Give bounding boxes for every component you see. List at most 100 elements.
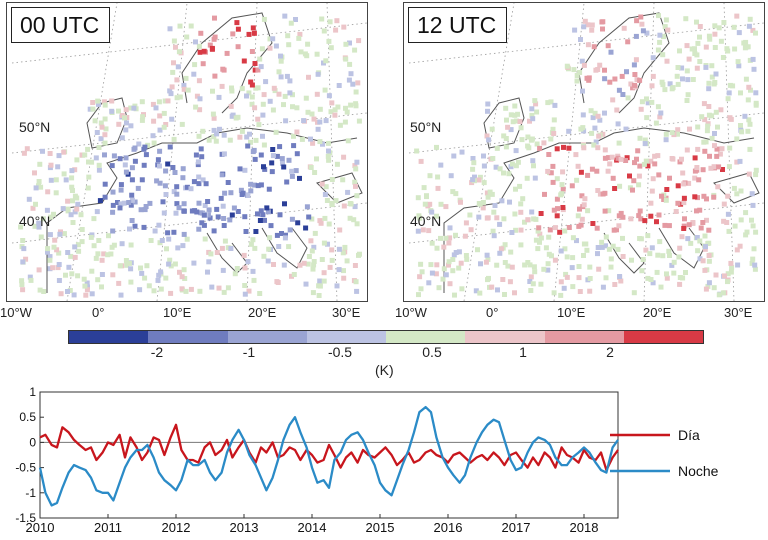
station-square: [662, 222, 668, 228]
station-square: [206, 207, 212, 213]
station-square: [189, 208, 195, 214]
station-square: [277, 212, 283, 218]
station-square: [316, 293, 322, 298]
station-square: [321, 270, 327, 276]
station-square: [184, 184, 190, 190]
station-square: [746, 171, 752, 177]
station-square: [560, 186, 566, 192]
station-square: [577, 289, 583, 294]
station-square: [655, 153, 661, 159]
station-square: [168, 290, 174, 296]
station-square: [658, 110, 664, 116]
graticule-line: [11, 22, 367, 64]
station-square: [706, 258, 712, 264]
station-square: [637, 236, 643, 241]
station-square: [569, 183, 575, 189]
station-square: [249, 94, 255, 100]
station-square: [225, 285, 231, 291]
station-square: [332, 112, 338, 118]
station-square: [435, 174, 441, 180]
station-square: [308, 136, 313, 142]
station-square: [128, 123, 134, 129]
station-square: [464, 256, 470, 262]
station-square: [441, 244, 447, 250]
station-square: [344, 258, 350, 264]
station-square: [241, 58, 247, 64]
station-square: [45, 249, 50, 255]
station-square: [145, 142, 151, 148]
station-square: [749, 217, 754, 223]
station-square: [37, 287, 43, 293]
station-square: [591, 142, 597, 148]
colorbar-swatch: [544, 331, 624, 343]
station-square: [695, 195, 700, 201]
station-square: [585, 208, 591, 214]
station-square: [734, 247, 740, 253]
station-square: [21, 246, 27, 252]
colorbar-tick: 1: [519, 344, 527, 360]
station-square: [666, 223, 672, 229]
station-square: [671, 259, 677, 265]
station-square: [245, 143, 251, 149]
station-square: [681, 200, 687, 206]
station-square: [101, 99, 107, 105]
station-square: [180, 166, 186, 172]
station-square: [745, 44, 751, 50]
station-square: [137, 287, 143, 293]
station-square: [326, 157, 332, 163]
station-square: [110, 209, 116, 215]
colorbar-swatch: [148, 331, 228, 343]
station-square: [184, 236, 190, 242]
station-square: [356, 118, 362, 124]
station-square: [221, 132, 227, 138]
station-square: [751, 66, 757, 72]
station-square: [228, 190, 234, 196]
station-square: [527, 262, 533, 268]
station-square: [102, 152, 107, 158]
station-square: [750, 27, 756, 33]
station-square: [328, 45, 334, 51]
station-square: [57, 231, 63, 237]
station-square: [273, 43, 279, 49]
station-square: [69, 175, 75, 181]
station-square: [612, 282, 618, 287]
map-canvas: [408, 3, 764, 301]
station-square: [535, 246, 541, 252]
station-square: [546, 234, 552, 240]
station-square: [675, 200, 681, 206]
station-square: [234, 266, 240, 271]
station-square: [66, 264, 72, 270]
station-square: [637, 163, 643, 169]
station-square: [94, 209, 100, 215]
station-square: [462, 233, 468, 239]
station-square: [196, 181, 202, 187]
station-square: [352, 204, 358, 210]
station-square: [570, 284, 576, 290]
station-square: [38, 234, 44, 240]
station-square: [321, 28, 327, 34]
station-square: [167, 257, 173, 263]
station-square: [655, 104, 661, 110]
station-square: [314, 91, 320, 97]
station-square: [32, 170, 37, 176]
station-square: [251, 277, 257, 283]
lat-label-50n: 50°N: [410, 119, 442, 135]
station-square: [469, 180, 475, 186]
station-square: [433, 271, 439, 277]
station-square: [274, 153, 280, 159]
station-square: [587, 276, 593, 281]
station-square: [181, 208, 187, 214]
station-square: [40, 148, 45, 154]
station-square: [627, 173, 632, 179]
station-square: [709, 135, 715, 141]
station-square: [117, 205, 123, 211]
station-square: [686, 56, 692, 62]
station-square: [118, 182, 124, 188]
station-square: [188, 23, 194, 29]
station-square: [312, 170, 318, 175]
station-square: [214, 131, 220, 137]
station-square: [211, 228, 217, 234]
station-square: [574, 73, 580, 78]
station-square: [56, 153, 62, 159]
station-square: [491, 209, 497, 215]
